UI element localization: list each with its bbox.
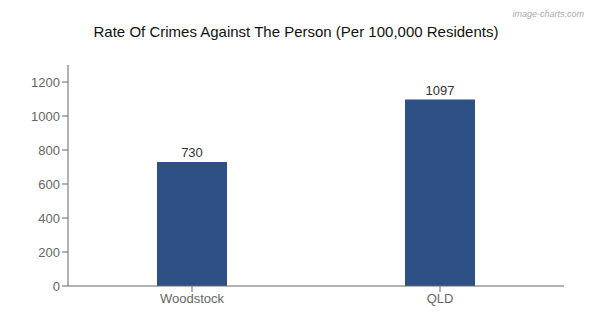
svg-text:200: 200: [38, 245, 60, 260]
svg-text:Woodstock: Woodstock: [160, 291, 225, 306]
svg-text:0: 0: [53, 279, 60, 294]
html-text:Rate Of Crimes Against The Per: Rate Of Crimes Against The Person (Per 1…: [93, 23, 499, 40]
svg-text:600: 600: [38, 177, 60, 192]
svg-text:800: 800: [38, 143, 60, 158]
svg-text:1200: 1200: [31, 75, 60, 90]
svg-text:1000: 1000: [31, 109, 60, 124]
svg-text:QLD: QLD: [427, 291, 454, 306]
svg-text:730: 730: [181, 145, 203, 160]
svg-text:400: 400: [38, 211, 60, 226]
html-text:image-charts.com: image-charts.com: [512, 9, 584, 19]
svg-text:1097: 1097: [426, 83, 455, 98]
